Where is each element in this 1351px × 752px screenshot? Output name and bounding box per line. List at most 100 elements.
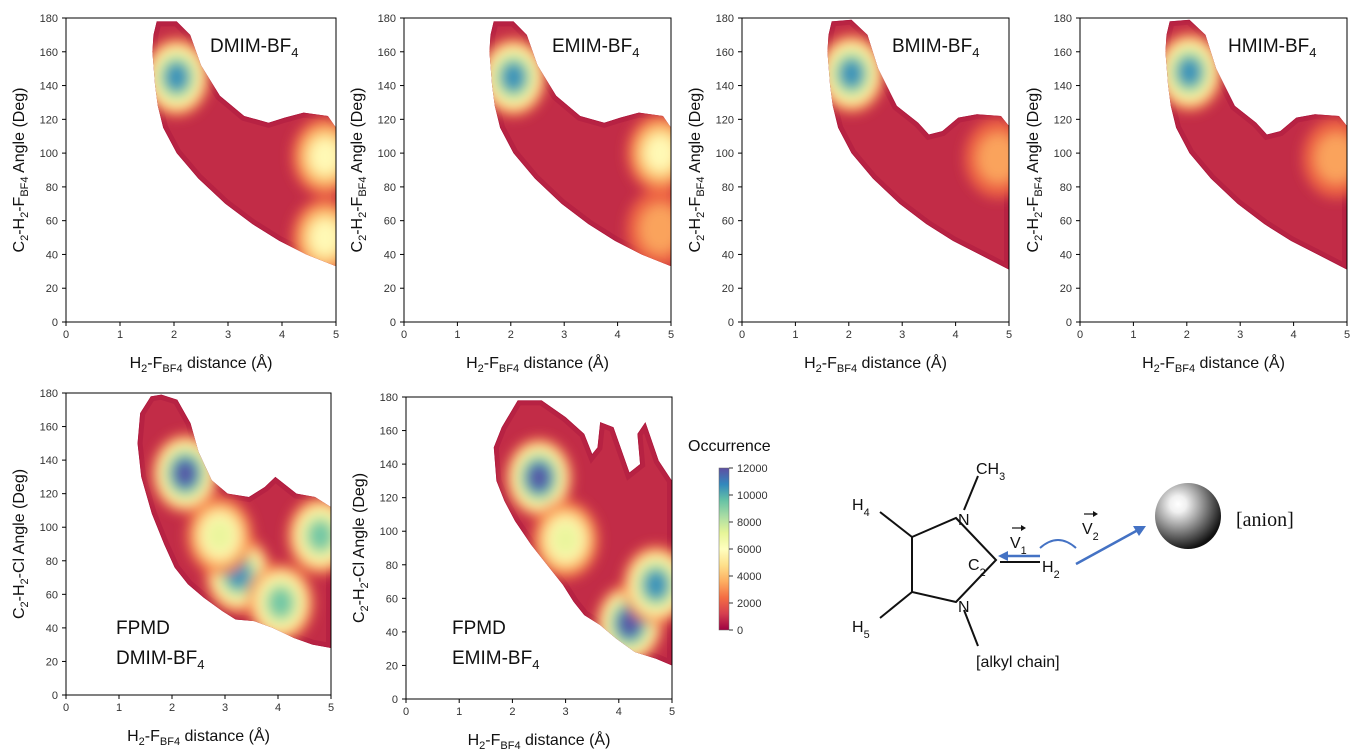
y-tick-label: 40 [722, 249, 734, 261]
y-tick-label: 120 [40, 489, 58, 501]
hotspot-3 [626, 189, 671, 267]
x-tick-label: 0 [403, 706, 409, 718]
label-alkyl-chain: [alkyl chain] [976, 654, 1060, 671]
y-tick-label: 40 [1060, 249, 1072, 261]
y-tick-label: 20 [386, 660, 398, 672]
hotspot-1 [827, 33, 886, 114]
y-tick-label: 160 [716, 47, 734, 59]
y-tick-label: 160 [40, 422, 58, 434]
x-tick-label: 0 [1077, 329, 1083, 341]
hotspot-level [174, 460, 197, 487]
y-tick-label: 0 [392, 694, 398, 706]
density-region [827, 19, 1009, 270]
x-tick-label: 5 [1344, 329, 1350, 341]
hotspot-level [645, 135, 671, 171]
hotspots [1165, 32, 1347, 199]
y-tick-label: 0 [728, 317, 734, 329]
y-tick-label: 140 [40, 455, 58, 467]
y-tick-label: 20 [1060, 283, 1072, 295]
x-axis-label: H2-FBF4 distance (Å) [468, 730, 611, 752]
label-h2: H2 [1042, 559, 1060, 581]
y-tick-label: 160 [380, 426, 398, 438]
x-tick-label: 2 [508, 329, 514, 341]
y-tick-label: 60 [722, 216, 734, 228]
hotspot-3 [246, 562, 315, 643]
hotspot-level [268, 588, 293, 618]
panel-title: EMIM-BF4 [552, 36, 639, 60]
y-tick-label: 100 [1054, 148, 1072, 160]
hotspot-2 [626, 113, 671, 194]
hotspot-level [308, 521, 331, 550]
imidazolium-ring [911, 516, 998, 604]
y-tick-label: 0 [52, 317, 58, 329]
y-tick-label: 140 [40, 81, 58, 93]
hotspot-level [310, 138, 336, 174]
x-tick-label: 4 [616, 706, 622, 718]
hotspot-level [552, 523, 579, 556]
colorbar-tick-label: 12000 [737, 463, 768, 475]
density-region [1165, 19, 1347, 270]
label-h4: H4 [852, 497, 870, 519]
y-axis-label: C2-H2-FBF4 Angle (Deg) [687, 88, 707, 253]
y-tick-label: 160 [1054, 47, 1072, 59]
y-tick-label: 80 [46, 556, 58, 568]
v1-overarrow-head [1021, 525, 1026, 531]
plot-frame [403, 17, 672, 323]
x-tick-label: 4 [1291, 329, 1297, 341]
heatmap-panel-6: 0 1 2 3 4 5 0 20 40 60 80 100 120 140 160 180 H2-FBF4 di… [351, 392, 675, 752]
y-tick-label: 80 [386, 560, 398, 572]
y-tick-label: 40 [46, 249, 58, 261]
heatmap-panel-3: 0 1 2 3 4 5 0 20 40 60 80 100 120 140 160 180 H2-FBF4 di… [687, 13, 1012, 375]
x-tick-label: 3 [225, 329, 231, 341]
x-tick-label: 1 [456, 706, 462, 718]
y-tick-label: 60 [1060, 216, 1072, 228]
y-tick-label: 180 [40, 13, 58, 25]
x-tick-label: 1 [117, 329, 123, 341]
panel-title: DMIM-BF4 [116, 648, 205, 672]
x-tick-label: 3 [899, 329, 905, 341]
vector-v2-head [1133, 526, 1146, 536]
y-tick-label: 80 [1060, 182, 1072, 194]
y-tick-label: 160 [378, 47, 396, 59]
x-tick-label: 4 [953, 329, 959, 341]
y-tick-label: 120 [380, 493, 398, 505]
v2-overarrow-head [1093, 511, 1098, 517]
hotspots [827, 33, 1009, 199]
y-tick-label: 20 [46, 656, 58, 668]
y-tick-label: 160 [40, 47, 58, 59]
bond-h5 [879, 591, 913, 619]
density-region [137, 394, 331, 649]
y-tick-label: 100 [380, 526, 398, 538]
y-tick-label: 60 [386, 593, 398, 605]
y-tick-label: 0 [52, 690, 58, 702]
panel-title: BMIM-BF4 [892, 36, 979, 60]
density-region [152, 21, 336, 267]
hotspot-3 [622, 544, 672, 625]
y-tick-label: 40 [386, 627, 398, 639]
plot-frame [741, 17, 1010, 323]
x-tick-label: 2 [846, 329, 852, 341]
y-tick-label: 20 [722, 283, 734, 295]
hotspot-level [639, 204, 671, 255]
label-anion: [anion] [1236, 509, 1294, 531]
x-tick-label: 3 [563, 706, 569, 718]
x-axis-label: H2-FBF4 distance (Å) [130, 353, 273, 375]
y-tick-label: 120 [40, 114, 58, 126]
hotspot-level [502, 63, 525, 91]
y-tick-label: 120 [378, 114, 396, 126]
x-tick-label: 2 [509, 706, 515, 718]
bond-methyl [963, 475, 979, 511]
y-tick-label: 180 [716, 13, 734, 25]
y-axis-label: C2-H2-Cl Angle (Deg) [351, 473, 371, 623]
x-tick-label: 0 [401, 329, 407, 341]
colorbar: Occurrence 0 2000 4000 6000 8000 10000 12000 [688, 438, 771, 637]
x-tick-label: 5 [333, 329, 339, 341]
plot-frame [405, 396, 673, 700]
y-axis-label: C2-H2-Cl Angle (Deg) [11, 469, 31, 619]
label-n-top: N [958, 512, 970, 529]
y-tick-label: 100 [40, 522, 58, 534]
panel-title: FPMD [116, 618, 170, 639]
hotspot-level [528, 464, 550, 491]
hotspot-2 [964, 118, 1009, 199]
hotspot-2 [291, 116, 336, 197]
